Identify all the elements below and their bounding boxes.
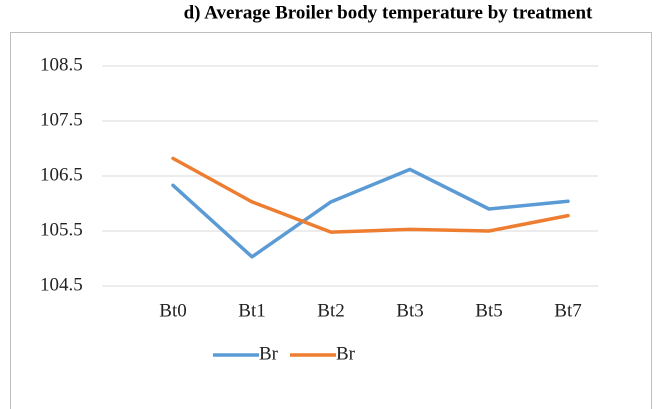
x-tick-label: Bt2 [317, 300, 344, 321]
x-tick-label: Bt5 [475, 300, 502, 321]
y-tick-label: 106.5 [40, 164, 83, 185]
x-tick-label: Bt0 [159, 300, 186, 321]
legend-label: Br [336, 343, 356, 364]
chart-title: d) Average Broiler body temperature by t… [184, 2, 593, 23]
legend-label: Br [259, 343, 279, 364]
x-tick-label: Bt7 [554, 300, 581, 321]
y-tick-label: 108.5 [40, 54, 83, 75]
x-tick-label: Bt3 [396, 300, 423, 321]
data-line [171, 167, 570, 259]
y-tick-label: 104.5 [40, 274, 83, 295]
y-tick-label: 107.5 [40, 109, 83, 130]
x-tick-label: Bt1 [238, 300, 265, 321]
y-tick-label: 105.5 [40, 219, 83, 240]
chart-frame [10, 32, 652, 409]
data-line [171, 156, 570, 234]
